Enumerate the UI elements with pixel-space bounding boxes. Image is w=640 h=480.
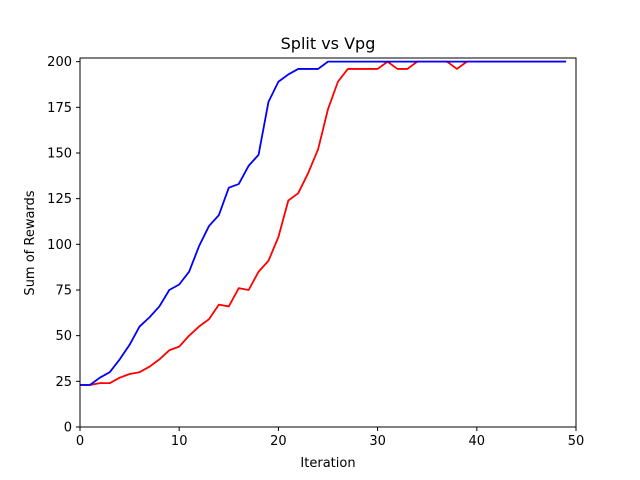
y-tick-label: 0 [64, 421, 72, 436]
y-tick-label: 175 [47, 101, 72, 116]
y-axis-label: Sum of Rewards [23, 190, 38, 295]
y-tick-label: 200 [47, 55, 72, 70]
x-tick-label: 40 [469, 434, 486, 449]
chart-title: Split vs Vpg [281, 34, 376, 53]
y-tick-label: 25 [55, 375, 72, 390]
series-line-2 [80, 60, 567, 386]
y-tick-label: 150 [47, 146, 72, 161]
x-tick-label: 20 [270, 434, 287, 449]
x-tick-label: 0 [76, 434, 84, 449]
y-tick-label: 100 [47, 238, 72, 253]
x-tick-label: 50 [568, 434, 585, 449]
y-tick-label: 50 [55, 329, 72, 344]
plot-frame [79, 57, 577, 428]
y-tick-label: 125 [47, 192, 72, 207]
x-axis: 0 10 20 30 40 50 [76, 427, 584, 449]
x-axis-label: Iteration [300, 456, 355, 471]
x-tick-label: 10 [171, 434, 188, 449]
y-axis: 0 25 50 75 100 125 150 175 200 [47, 55, 80, 436]
x-tick-label: 30 [369, 434, 386, 449]
y-tick-label: 75 [55, 283, 72, 298]
